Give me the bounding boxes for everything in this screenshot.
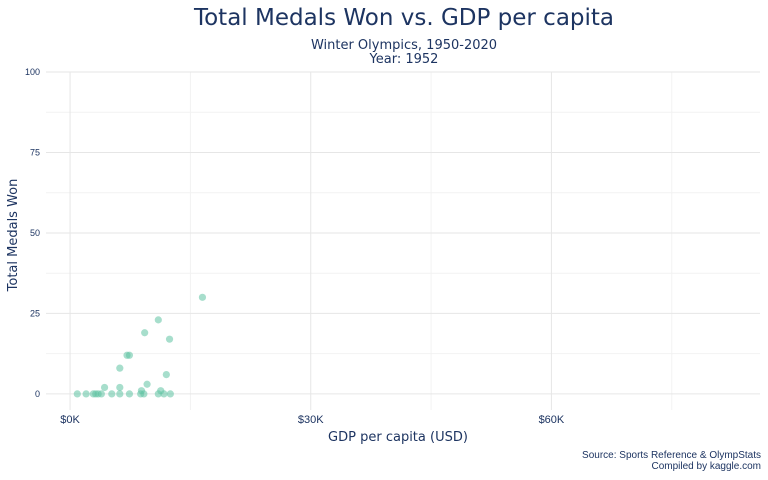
data-point — [108, 390, 116, 398]
data-point — [82, 390, 90, 398]
x-axis-label: GDP per capita (USD) — [328, 430, 468, 445]
y-tick-label: 0 — [35, 389, 40, 399]
data-point — [160, 390, 168, 398]
data-points — [73, 293, 207, 398]
data-point — [116, 364, 124, 372]
grid — [46, 71, 760, 410]
data-point — [162, 370, 170, 379]
chart-subtitle: Winter Olympics, 1950-2020 — [311, 38, 497, 53]
data-point — [165, 335, 174, 343]
x-tick-label: $60K — [539, 414, 565, 426]
x-tick-label: $0K — [60, 414, 80, 426]
data-point — [116, 390, 124, 398]
data-point — [143, 380, 151, 388]
x-axis-ticks: $0K $30K $60K — [60, 414, 565, 426]
data-point — [140, 390, 148, 398]
x-tick-label: $30K — [298, 414, 324, 426]
y-tick-label: 25 — [30, 308, 40, 318]
data-point — [97, 390, 105, 398]
data-point — [116, 383, 124, 392]
y-axis-ticks: 0 25 50 75 100 — [25, 67, 40, 399]
y-tick-label: 75 — [30, 147, 40, 157]
data-point — [198, 293, 207, 301]
data-point — [73, 390, 81, 398]
chart-title: Total Medals Won vs. GDP per capita — [193, 5, 614, 31]
caption-compiled: Compiled by kaggle.com — [652, 461, 762, 472]
data-point — [125, 390, 134, 398]
data-point — [125, 351, 134, 359]
caption-source: Source: Sports Reference & OlympStats — [582, 450, 761, 461]
chart-year: Year: 1952 — [369, 52, 439, 67]
data-point — [166, 390, 174, 398]
y-tick-label: 50 — [30, 228, 40, 238]
data-point — [154, 316, 162, 324]
data-point — [141, 329, 149, 337]
data-point — [100, 383, 109, 392]
y-axis-label: Total Medals Won — [6, 179, 21, 293]
y-tick-label: 100 — [25, 67, 40, 77]
